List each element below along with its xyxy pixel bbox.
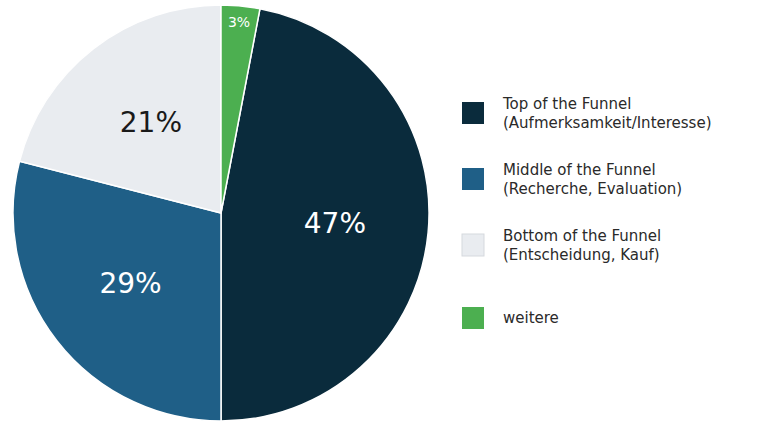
legend-swatch <box>462 234 484 256</box>
legend-swatch <box>462 307 484 329</box>
legend-label-line: Bottom of the Funnel <box>503 227 661 245</box>
data-label: 47% <box>304 207 366 240</box>
legend-swatch <box>462 168 484 190</box>
legend-label: weitere <box>503 309 559 327</box>
data-labels: 47% 29% 21% 3% <box>99 14 366 299</box>
legend-label-line: (Aufmerksamkeit/Interesse) <box>503 114 712 132</box>
legend-item: Bottom of the Funnel(Entscheidung, Kauf) <box>462 227 661 264</box>
legend-label-line: Top of the Funnel <box>502 95 631 113</box>
legend-item: weitere <box>462 307 559 329</box>
legend: Top of the Funnel(Aufmerksamkeit/Interes… <box>462 95 712 330</box>
legend-label-line: weitere <box>503 309 559 327</box>
legend-label: Middle of the Funnel(Recherche, Evaluati… <box>503 161 682 198</box>
pie-slice <box>221 9 429 421</box>
legend-label-line: (Recherche, Evaluation) <box>503 180 682 198</box>
data-label: 29% <box>99 267 161 300</box>
pie-slice <box>20 5 221 213</box>
legend-item: Top of the Funnel(Aufmerksamkeit/Interes… <box>462 95 712 132</box>
chart: 47% 29% 21% 3% Top of the Funnel(Aufmerksamk… <box>0 0 768 427</box>
legend-label: Bottom of the Funnel(Entscheidung, Kauf) <box>503 227 661 264</box>
data-label: 3% <box>228 14 250 30</box>
legend-label-line: Middle of the Funnel <box>503 161 656 179</box>
pie-slice <box>221 5 260 213</box>
legend-swatch <box>462 102 484 124</box>
legend-item: Middle of the Funnel(Recherche, Evaluati… <box>462 161 682 198</box>
slices <box>13 5 429 421</box>
legend-label: Top of the Funnel(Aufmerksamkeit/Interes… <box>502 95 712 132</box>
data-label: 21% <box>120 106 182 139</box>
legend-label-line: (Entscheidung, Kauf) <box>503 246 660 264</box>
